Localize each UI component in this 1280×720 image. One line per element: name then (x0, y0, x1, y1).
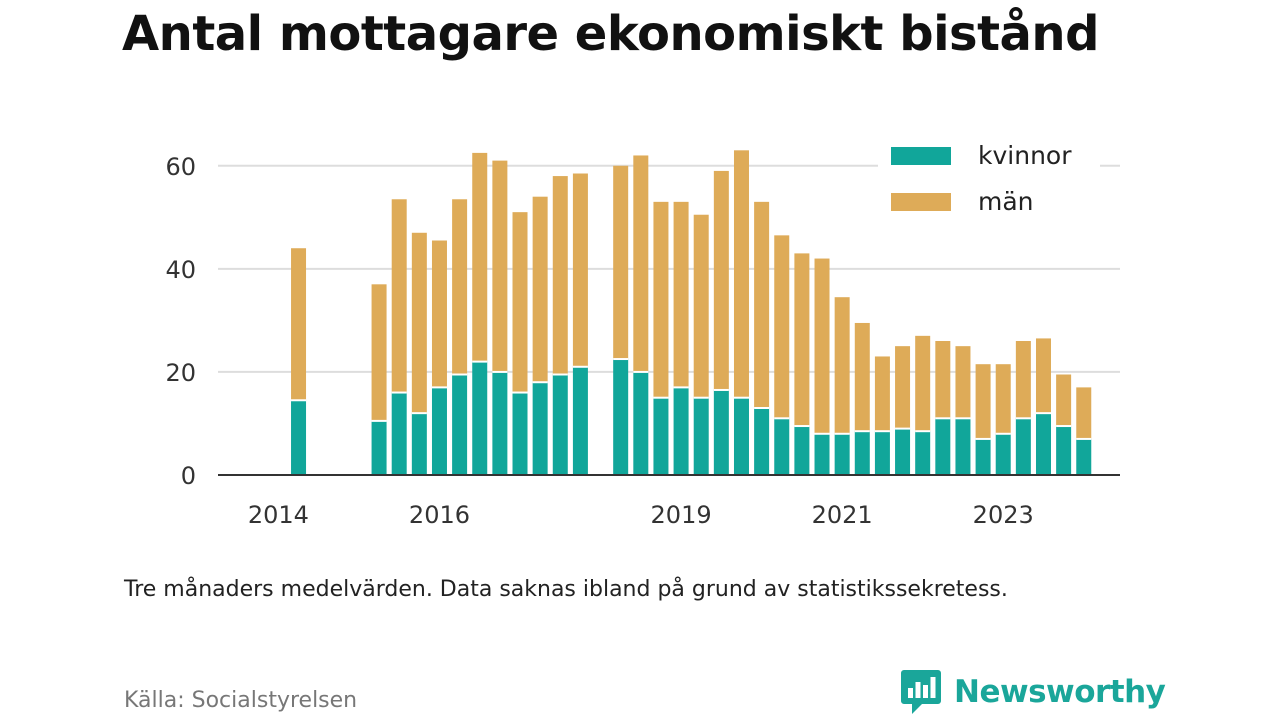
bar-kvinnor (854, 431, 870, 475)
bar-kvinnor (955, 418, 971, 475)
legend-swatch-kvinnor (891, 147, 951, 165)
bar-kvinnor (673, 387, 689, 475)
bar-man (975, 364, 991, 439)
bar-man (532, 196, 548, 383)
bar-kvinnor (472, 361, 488, 475)
bar-man (915, 335, 931, 432)
bar-kvinnor (1035, 413, 1051, 475)
bars (291, 150, 1092, 475)
bar-man (452, 199, 468, 375)
bar-man (693, 214, 709, 398)
bar-kvinnor (552, 374, 568, 475)
bar-kvinnor (291, 400, 307, 475)
bar-kvinnor (915, 431, 931, 475)
bar-kvinnor (431, 387, 447, 475)
chart-note: Tre månaders medelvärden. Data saknas ib… (124, 577, 1008, 602)
bar-man (512, 212, 528, 393)
bar-kvinnor (874, 431, 890, 475)
bar-kvinnor (653, 397, 669, 475)
bar-man (955, 346, 971, 419)
bar-kvinnor (532, 382, 548, 475)
bar-man (391, 199, 407, 393)
bar-kvinnor (572, 366, 588, 475)
bar-man (854, 322, 870, 432)
y-tick-labels: 0 20 40 60 (165, 153, 196, 490)
bar-man (673, 201, 689, 388)
bar-kvinnor (895, 428, 911, 475)
legend: kvinnor män (878, 136, 1100, 232)
bar-kvinnor (975, 438, 991, 475)
legend-label: kvinnor (978, 141, 1072, 170)
x-tick-label: 2023 (973, 501, 1034, 529)
bar-man (834, 297, 850, 434)
bar-kvinnor (633, 371, 649, 475)
bar-kvinnor (774, 418, 790, 475)
chart-title: Antal mottagare ekonomiskt bistånd (122, 6, 1099, 62)
y-tick-label: 0 (181, 462, 196, 490)
legend-label: män (978, 187, 1034, 216)
legend-swatch-man (891, 193, 951, 211)
x-tick-label: 2021 (812, 501, 873, 529)
bar-kvinnor (814, 433, 830, 475)
bar-kvinnor (713, 389, 729, 475)
bar-man (472, 152, 488, 362)
bar-man (653, 201, 669, 398)
bar-kvinnor (391, 392, 407, 475)
bar-man (895, 346, 911, 429)
bar-man (1015, 341, 1031, 419)
source-label: Källa: Socialstyrelsen (124, 688, 358, 713)
bar-man (995, 364, 1011, 434)
newsworthy-logo-icon (901, 670, 941, 714)
bar-kvinnor (733, 397, 749, 475)
bar-kvinnor (452, 374, 468, 475)
x-tick-label: 2019 (651, 501, 712, 529)
bar-kvinnor (371, 420, 387, 475)
bar-man (633, 155, 649, 372)
bar-man (492, 160, 508, 372)
x-tick-label: 2016 (409, 501, 470, 529)
bar-man (774, 235, 790, 419)
bar-man (1056, 374, 1072, 427)
brand[interactable]: Newsworthy (900, 668, 1166, 716)
bar-man (935, 341, 951, 419)
bar-man (291, 248, 307, 401)
bar-man (613, 165, 629, 360)
bar-kvinnor (935, 418, 951, 475)
y-tick-label: 20 (165, 359, 196, 387)
bar-man (814, 258, 830, 434)
bar-man (1076, 387, 1092, 439)
bar-man (552, 176, 568, 375)
bar-man (794, 253, 810, 427)
bar-kvinnor (613, 359, 629, 475)
bar-kvinnor (1015, 418, 1031, 475)
bar-kvinnor (411, 413, 427, 475)
bar-kvinnor (693, 397, 709, 475)
bar-kvinnor (1076, 438, 1092, 475)
bar-man (733, 150, 749, 398)
brand-name: Newsworthy (954, 674, 1166, 710)
bar-kvinnor (754, 408, 770, 475)
y-tick-label: 40 (165, 256, 196, 284)
bar-man (874, 356, 890, 432)
bar-man (572, 173, 588, 367)
bar-man (754, 201, 770, 408)
bar-kvinnor (492, 371, 508, 475)
y-tick-label: 60 (165, 153, 196, 181)
bar-kvinnor (512, 392, 528, 475)
bar-man (1035, 338, 1051, 414)
bar-man (411, 232, 427, 414)
bar-kvinnor (834, 433, 850, 475)
bar-kvinnor (995, 433, 1011, 475)
bar-kvinnor (1056, 426, 1072, 475)
x-tick-label: 2014 (248, 501, 309, 529)
x-tick-labels: 2014 2016 2019 2021 2023 (248, 501, 1034, 529)
bar-kvinnor (794, 426, 810, 475)
bar-man (431, 240, 447, 388)
bar-man (371, 284, 387, 421)
bar-man (713, 170, 729, 390)
